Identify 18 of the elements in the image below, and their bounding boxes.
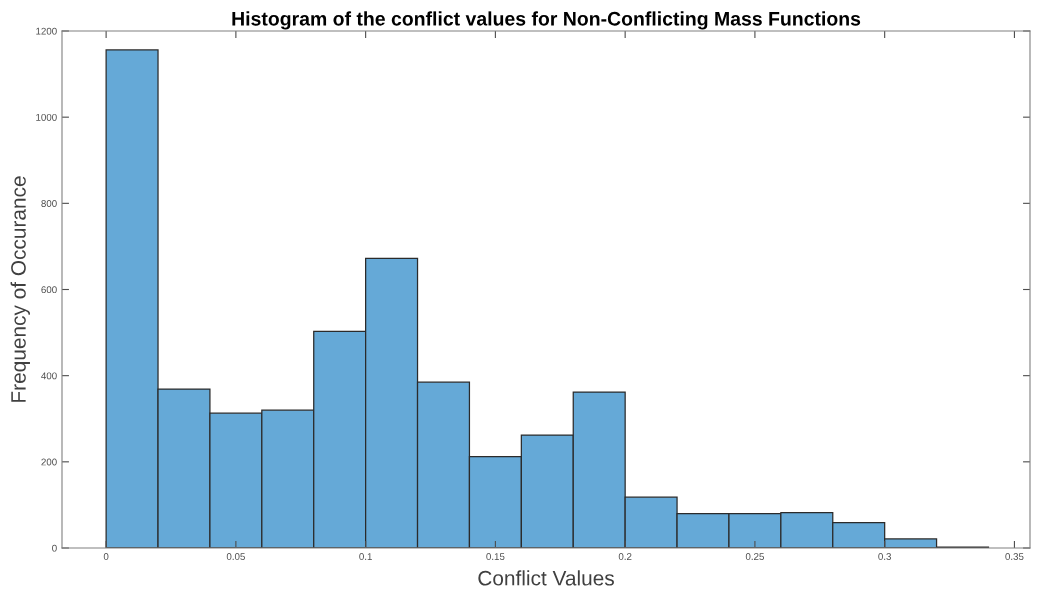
y-tick-label: 800 [41, 200, 57, 207]
x-tick-label: 0.25 [745, 553, 764, 560]
chart-title: Histogram of the conflict values for Non-Conflicting Mass Functions [232, 11, 861, 30]
y-axis-title: Frequency of Occurance [10, 176, 30, 402]
x-tick-label: 0.15 [486, 553, 505, 560]
y-tick-label: 600 [41, 286, 57, 294]
x-axis-title: Conflict Values [478, 570, 614, 586]
y-tick-label: 1200 [36, 27, 57, 35]
y-tick-label: 0 [52, 544, 57, 552]
x-tick-label: 0.35 [1005, 553, 1024, 560]
y-tick-label: 200 [41, 458, 57, 466]
x-tick-label: 0.2 [618, 553, 632, 560]
x-tick-label: 0.3 [878, 553, 891, 560]
y-tick-label: 400 [41, 372, 57, 380]
y-tick-label: 1000 [36, 113, 57, 121]
x-tick-label: 0 [103, 553, 109, 560]
x-tick-label: 0.1 [359, 553, 372, 560]
x-tick-label: 0.05 [226, 553, 245, 560]
